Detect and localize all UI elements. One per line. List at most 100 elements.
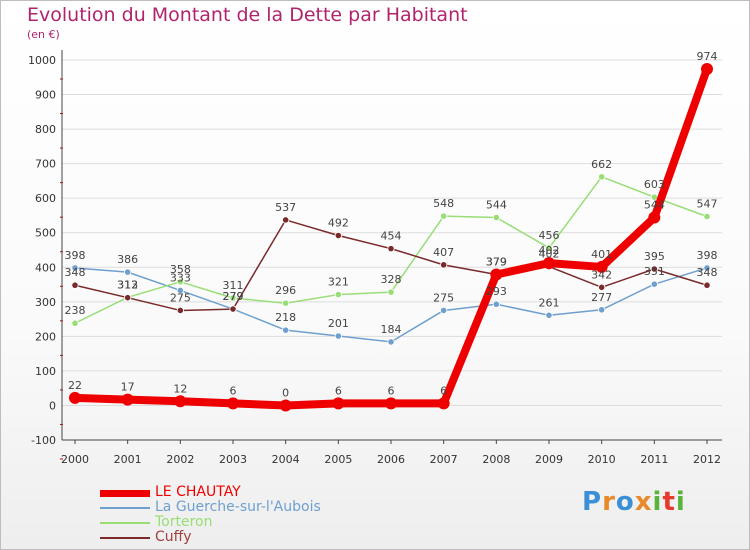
x-tick-label: 2010 [588, 453, 616, 466]
y-tick-label: 500 [35, 227, 56, 240]
data-point [492, 213, 500, 222]
data-point [490, 268, 503, 281]
data-point [545, 311, 553, 319]
data-label: 342 [591, 268, 612, 281]
y-tick-label: 1000 [28, 54, 56, 67]
data-label: 603 [644, 178, 665, 191]
data-label: 358 [170, 263, 191, 276]
data-label: 351 [644, 265, 665, 278]
y-tick-label: 800 [35, 123, 56, 136]
data-label: 0 [282, 386, 289, 399]
legend-swatch [100, 489, 150, 497]
data-label: 395 [644, 250, 665, 263]
data-label: 22 [68, 379, 82, 392]
legend-label: La Guerche-sur-l'Aubois [155, 499, 321, 515]
legend-item: Cuffy [100, 529, 192, 545]
data-label: 398 [65, 249, 86, 262]
data-label: 544 [486, 199, 507, 212]
legend-label: Cuffy [155, 529, 192, 545]
x-tick-label: 2004 [272, 453, 300, 466]
x-tick-label: 2008 [482, 453, 510, 466]
x-tick-label: 2005 [324, 453, 352, 466]
data-point [121, 393, 134, 406]
data-label: 348 [697, 266, 718, 279]
legend-swatch [100, 537, 150, 539]
x-tick-label: 2011 [640, 453, 668, 466]
chart-title: Evolution du Montant de la Dette par Hab… [27, 4, 468, 26]
data-point [650, 265, 658, 273]
data-label: 379 [486, 256, 507, 269]
legend-label: Torteron [155, 514, 213, 530]
unit-label: (en €) [27, 28, 60, 41]
data-point [648, 211, 661, 224]
data-label: 12 [173, 382, 187, 395]
y-tick-label: 100 [35, 365, 56, 378]
data-label: 548 [433, 197, 454, 210]
data-label: 407 [433, 246, 454, 259]
x-tick-label: 2001 [114, 453, 142, 466]
data-label: 379 [486, 256, 507, 269]
logo-letter: t [662, 487, 676, 517]
data-point [176, 286, 184, 295]
x-tick-label: 2007 [430, 453, 458, 466]
legend-swatch [100, 522, 150, 524]
data-label: 311 [223, 279, 244, 292]
data-point [332, 397, 345, 410]
data-point [282, 326, 290, 334]
proxiti-logo: Proxiti [582, 487, 686, 517]
data-point [595, 260, 608, 273]
data-point [440, 212, 448, 220]
data-point [124, 268, 132, 276]
y-tick-label: 0 [49, 399, 56, 412]
data-point [282, 299, 290, 307]
y-tick-label: 300 [35, 296, 56, 309]
data-point [334, 231, 342, 240]
data-point [440, 261, 448, 269]
data-label: 402 [539, 244, 560, 257]
data-point [282, 216, 290, 224]
logo-letter: i [652, 487, 663, 517]
legend-swatch [100, 507, 150, 509]
data-label: 261 [539, 296, 560, 309]
y-tick-label: 900 [35, 89, 56, 102]
x-tick-label: 2002 [166, 453, 194, 466]
data-label: 275 [170, 291, 191, 304]
data-label: 398 [697, 249, 718, 262]
data-label: 402 [539, 248, 560, 261]
data-point [334, 290, 342, 299]
data-point [703, 212, 711, 221]
data-point [229, 305, 237, 313]
y-tick-label: 400 [35, 261, 56, 274]
y-tick-label: 700 [35, 158, 56, 171]
data-label: 662 [591, 158, 612, 171]
legend-item: LE CHAUTAY [100, 484, 241, 500]
data-label: 218 [275, 311, 296, 324]
legend-item: La Guerche-sur-l'Aubois [100, 499, 321, 515]
data-point [703, 264, 711, 272]
data-point [71, 281, 79, 289]
data-label: 296 [275, 284, 296, 297]
x-tick-label: 2012 [693, 453, 721, 466]
data-point [492, 300, 500, 308]
y-tick-label: -100 [31, 434, 56, 447]
data-label: 974 [697, 50, 718, 63]
data-point [598, 306, 606, 314]
data-point [176, 306, 184, 315]
data-label: 313 [117, 278, 138, 291]
data-label: 401 [591, 248, 612, 261]
data-point [174, 395, 187, 408]
data-point [387, 288, 395, 296]
logo-letter: o [615, 487, 635, 517]
x-tick-label: 2009 [535, 453, 563, 466]
data-label: 6 [440, 384, 447, 397]
data-label: 328 [381, 273, 402, 286]
data-label: 547 [697, 197, 718, 210]
data-label: 321 [328, 276, 349, 289]
y-tick-label: 600 [35, 192, 56, 205]
data-label: 6 [335, 384, 342, 397]
data-label: 238 [65, 304, 86, 317]
data-label: 333 [170, 271, 191, 284]
x-tick-label: 2000 [61, 453, 89, 466]
logo-letter: P [582, 487, 603, 517]
data-point [385, 397, 397, 410]
